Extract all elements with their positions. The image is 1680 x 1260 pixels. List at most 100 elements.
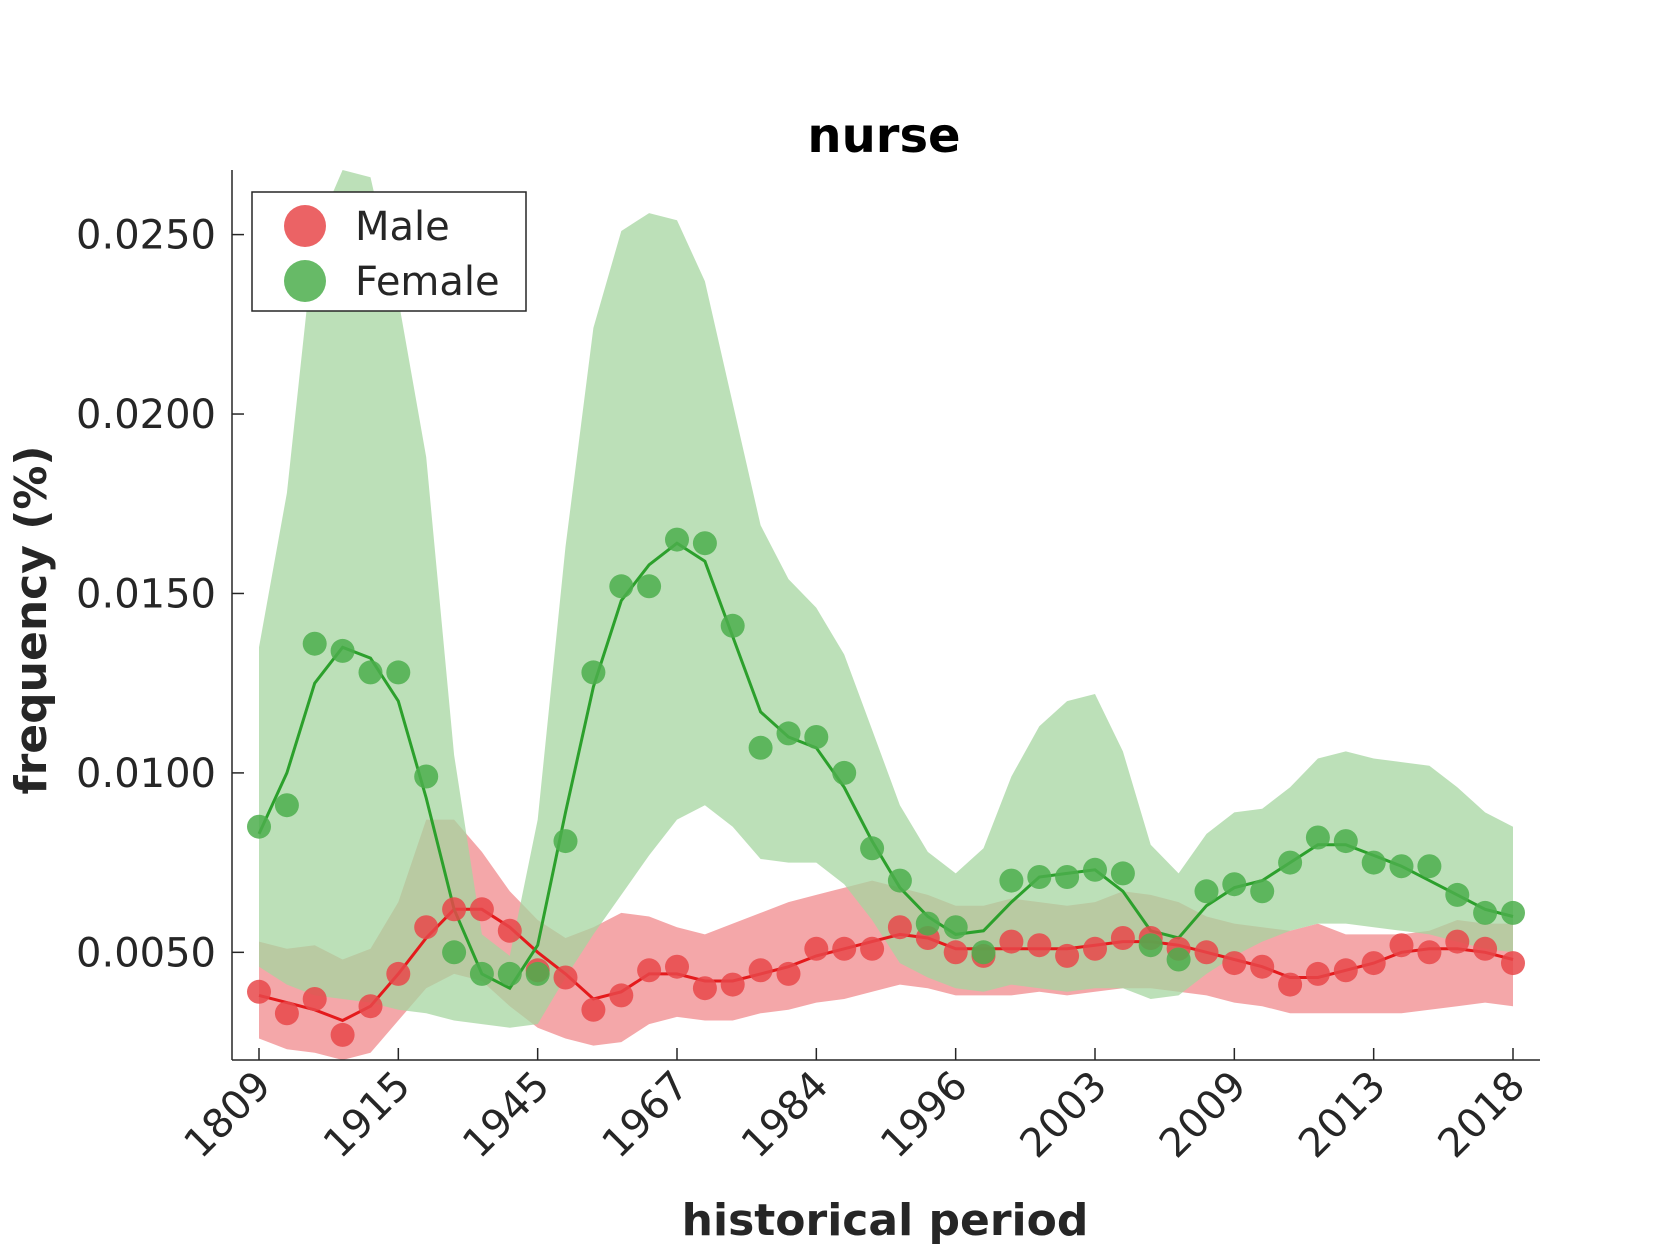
point-male	[1305, 961, 1330, 986]
point-male	[1222, 951, 1247, 976]
point-female	[1166, 947, 1191, 972]
point-male	[302, 987, 327, 1011]
point-male	[1417, 940, 1442, 965]
legend-marker-female	[284, 260, 326, 302]
point-female	[999, 868, 1024, 893]
y-tick-label: 0.0100	[76, 751, 216, 797]
x-tick-label: 1984	[733, 1063, 838, 1168]
point-female	[943, 915, 968, 940]
point-male	[1027, 933, 1052, 958]
point-male	[665, 954, 689, 979]
x-tick-label: 2018	[1430, 1063, 1535, 1168]
legend-label-male: Male	[355, 204, 450, 250]
point-male	[469, 897, 494, 922]
point-female	[1110, 861, 1135, 886]
point-female	[386, 660, 411, 685]
y-axis-ticks: 0.0050 0.0100 0.0150 0.0200 0.0250	[76, 213, 244, 976]
point-male	[497, 918, 522, 943]
point-male	[358, 994, 383, 1019]
point-female	[1445, 882, 1470, 907]
point-male	[1055, 943, 1080, 968]
point-female	[581, 660, 606, 685]
point-female	[692, 531, 717, 556]
point-male	[887, 915, 912, 940]
point-male	[386, 961, 411, 986]
point-female	[804, 725, 829, 749]
point-female	[1083, 857, 1107, 882]
point-male	[1194, 940, 1219, 965]
point-male	[553, 965, 578, 990]
point-female	[1222, 872, 1247, 897]
point-female	[748, 735, 773, 760]
point-female	[1417, 854, 1442, 879]
point-female	[887, 868, 912, 893]
point-male	[748, 958, 773, 983]
point-male	[860, 936, 885, 961]
point-female	[915, 911, 940, 936]
point-female	[1138, 933, 1163, 958]
point-male	[330, 1022, 355, 1047]
point-female	[776, 721, 801, 746]
line-female	[257, 541, 1514, 991]
y-axis-label: frequency (%)	[6, 445, 57, 794]
legend: Male Female	[251, 191, 527, 312]
point-female	[302, 631, 327, 656]
point-female	[1389, 854, 1414, 879]
x-tick-label: 2009	[1151, 1063, 1256, 1168]
point-male	[609, 983, 634, 1008]
point-female	[1305, 825, 1330, 850]
point-male	[274, 1001, 299, 1026]
point-male	[1278, 972, 1303, 997]
point-male	[1361, 951, 1386, 976]
point-female	[1473, 900, 1498, 925]
point-male	[804, 936, 829, 961]
point-male	[776, 961, 801, 986]
y-tick-label: 0.0200	[76, 392, 216, 438]
line-male	[258, 907, 1514, 1023]
point-female	[1250, 879, 1275, 904]
point-male	[1250, 954, 1275, 979]
axes	[231, 170, 1540, 1061]
series-lines	[257, 541, 1514, 1023]
point-male	[1445, 929, 1470, 954]
point-female	[330, 638, 355, 663]
point-female	[414, 764, 439, 789]
point-female	[860, 836, 885, 861]
point-female	[247, 814, 271, 839]
point-female	[1361, 850, 1386, 875]
point-female	[525, 961, 550, 986]
x-tick-label: 1996	[872, 1063, 977, 1168]
y-tick-label: 0.0050	[76, 930, 216, 976]
point-male	[1501, 951, 1525, 976]
point-female	[1194, 879, 1219, 904]
point-male	[943, 940, 968, 965]
point-female	[497, 961, 522, 986]
point-female	[609, 574, 634, 599]
legend-marker-male	[284, 205, 326, 247]
point-male	[999, 929, 1024, 954]
y-tick-label: 0.0150	[76, 571, 216, 617]
x-tick-label: 2003	[1012, 1063, 1117, 1168]
x-tick-label: 1945	[454, 1063, 559, 1168]
point-female	[665, 527, 689, 552]
x-axis-label: historical period	[682, 1195, 1089, 1246]
point-female	[1278, 850, 1303, 875]
point-male	[1110, 926, 1135, 950]
point-female	[637, 574, 662, 599]
point-female	[1333, 829, 1358, 854]
point-female	[832, 760, 857, 785]
point-female	[274, 793, 299, 818]
x-tick-label: 1967	[594, 1063, 699, 1168]
y-tick-label: 0.0250	[76, 213, 216, 259]
point-male	[414, 915, 439, 940]
point-male	[832, 936, 857, 961]
point-male	[1389, 933, 1414, 958]
point-male	[1083, 936, 1107, 961]
point-male	[442, 897, 467, 922]
band-female	[259, 170, 1513, 1028]
x-tick-label: 1915	[315, 1063, 420, 1168]
point-female	[720, 613, 745, 638]
point-female	[442, 940, 467, 965]
point-male	[1333, 958, 1358, 983]
